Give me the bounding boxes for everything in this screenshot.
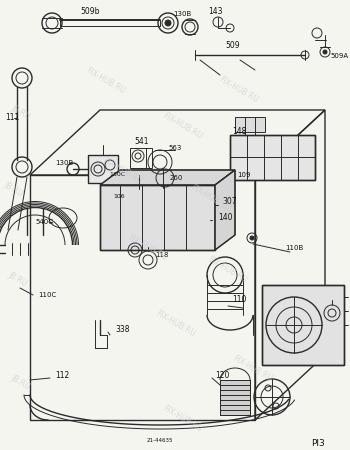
Text: FIX-HUB.RU: FIX-HUB.RU <box>161 404 203 433</box>
Text: 260: 260 <box>170 175 183 181</box>
Circle shape <box>165 20 171 26</box>
Text: 521: 521 <box>349 316 350 325</box>
Bar <box>235 117 265 132</box>
Text: 110C: 110C <box>38 292 56 298</box>
Text: 110B: 110B <box>285 245 303 251</box>
Text: 509A: 509A <box>330 53 348 59</box>
Text: 106: 106 <box>113 194 125 199</box>
Text: 541: 541 <box>134 138 148 147</box>
Polygon shape <box>220 380 250 415</box>
Text: 307: 307 <box>222 198 237 207</box>
Text: 145: 145 <box>349 288 350 297</box>
Text: 130B: 130B <box>55 160 73 166</box>
Text: FIX-HUB.RU: FIX-HUB.RU <box>101 156 144 186</box>
Text: FIX-HUB.RU: FIX-HUB.RU <box>126 233 168 262</box>
Text: 118: 118 <box>155 252 168 258</box>
Polygon shape <box>230 135 315 180</box>
Text: FIX-HUB.RU: FIX-HUB.RU <box>154 309 196 339</box>
Polygon shape <box>215 170 235 250</box>
Text: 111: 111 <box>5 113 19 122</box>
Text: PI3: PI3 <box>311 438 325 447</box>
Text: 21-44635: 21-44635 <box>147 437 173 442</box>
Text: 540C: 540C <box>35 219 53 225</box>
Polygon shape <box>100 170 235 185</box>
Text: 120: 120 <box>215 370 229 379</box>
Bar <box>130 175 148 189</box>
Text: 148: 148 <box>232 127 246 136</box>
Text: 130B: 130B <box>173 11 191 17</box>
Polygon shape <box>88 155 118 183</box>
Text: 563: 563 <box>168 145 181 151</box>
Text: 509b: 509b <box>80 8 100 17</box>
Polygon shape <box>100 185 215 250</box>
Text: JB.RU: JB.RU <box>10 374 32 392</box>
Text: 110: 110 <box>232 296 246 305</box>
Text: 130: 130 <box>349 302 350 311</box>
Circle shape <box>250 236 254 240</box>
Text: 109: 109 <box>237 172 251 178</box>
Text: 112: 112 <box>55 370 69 379</box>
Text: FIX-HUB.RU: FIX-HUB.RU <box>206 255 249 285</box>
Text: FIX-HUB.RU: FIX-HUB.RU <box>189 183 231 213</box>
Text: FIX-HUB.RU: FIX-HUB.RU <box>84 66 126 96</box>
Text: 509: 509 <box>225 41 240 50</box>
Text: JB.RU: JB.RU <box>6 270 29 288</box>
Text: JB.RU: JB.RU <box>10 104 32 122</box>
Text: 140: 140 <box>218 213 232 222</box>
Text: 130C: 130C <box>109 172 125 177</box>
Circle shape <box>323 50 327 54</box>
Text: FIX-HUB.RU: FIX-HUB.RU <box>231 354 273 384</box>
Polygon shape <box>262 285 344 365</box>
Text: 143: 143 <box>208 8 222 17</box>
Text: 338: 338 <box>115 325 130 334</box>
Text: JB.RU: JB.RU <box>3 180 25 198</box>
Text: FIX-HUB.RU: FIX-HUB.RU <box>217 75 259 105</box>
Text: FIX-HUB.RU: FIX-HUB.RU <box>161 111 203 141</box>
Bar <box>130 192 146 202</box>
